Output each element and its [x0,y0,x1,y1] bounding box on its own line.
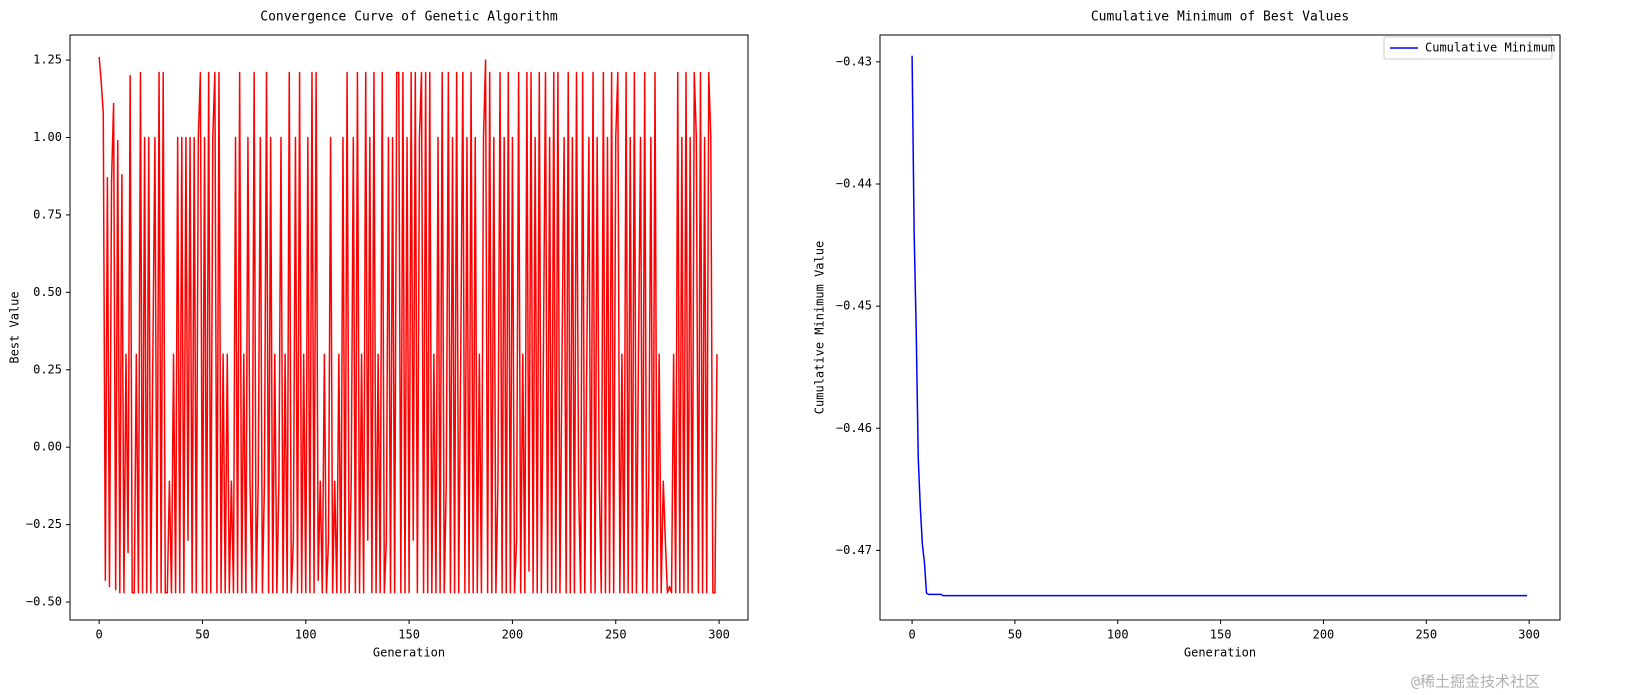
y-tick-label: 1.25 [33,53,62,67]
x-tick-label: 100 [295,628,317,642]
y-tick-label: 0.75 [33,207,62,221]
x-tick-label: 0 [908,628,915,642]
data-line [911,55,1528,597]
y-tick-label: 0.50 [33,285,62,299]
x-tick-label: 200 [1313,628,1335,642]
x-tick-label: 100 [1107,628,1129,642]
y-tick-label: −0.50 [26,595,62,609]
y-tick-label: 1.00 [33,130,62,144]
y-axis-label: Cumulative Minimum Value [813,241,827,414]
y-tick-label: −0.44 [836,176,872,190]
x-axis-label: Generation [373,646,445,660]
x-tick-label: 150 [398,628,420,642]
x-tick-label: 200 [502,628,524,642]
x-tick-label: 0 [96,628,103,642]
x-tick-label: 150 [1210,628,1232,642]
x-axis-label: Generation [1184,646,1256,660]
y-tick-label: −0.43 [836,54,872,68]
y-axis-label: Best Value [8,291,22,363]
x-tick-label: 300 [708,628,730,642]
x-tick-label: 250 [605,628,627,642]
y-tick-label: −0.46 [836,421,872,435]
x-tick-label: 300 [1518,628,1540,642]
x-tick-label: 250 [1415,628,1437,642]
y-tick-label: −0.45 [836,299,872,313]
x-tick-label: 50 [195,628,209,642]
chart-title: Cumulative Minimum of Best Values [1091,10,1349,25]
legend-box [1383,36,1553,60]
watermark: @稀土掘金技术社区 [1411,673,1540,691]
legend-label: Cumulative Minimum [1425,41,1555,55]
axes-frame [879,34,1561,621]
axes-frame [69,34,749,621]
y-tick-label: 0.25 [33,362,62,376]
y-tick-label: 0.00 [33,440,62,454]
data-line [98,56,718,594]
y-tick-label: −0.47 [836,543,872,557]
x-tick-label: 50 [1008,628,1022,642]
chart-title: Convergence Curve of Genetic Algorithm [260,10,558,25]
y-tick-label: −0.25 [26,517,62,531]
